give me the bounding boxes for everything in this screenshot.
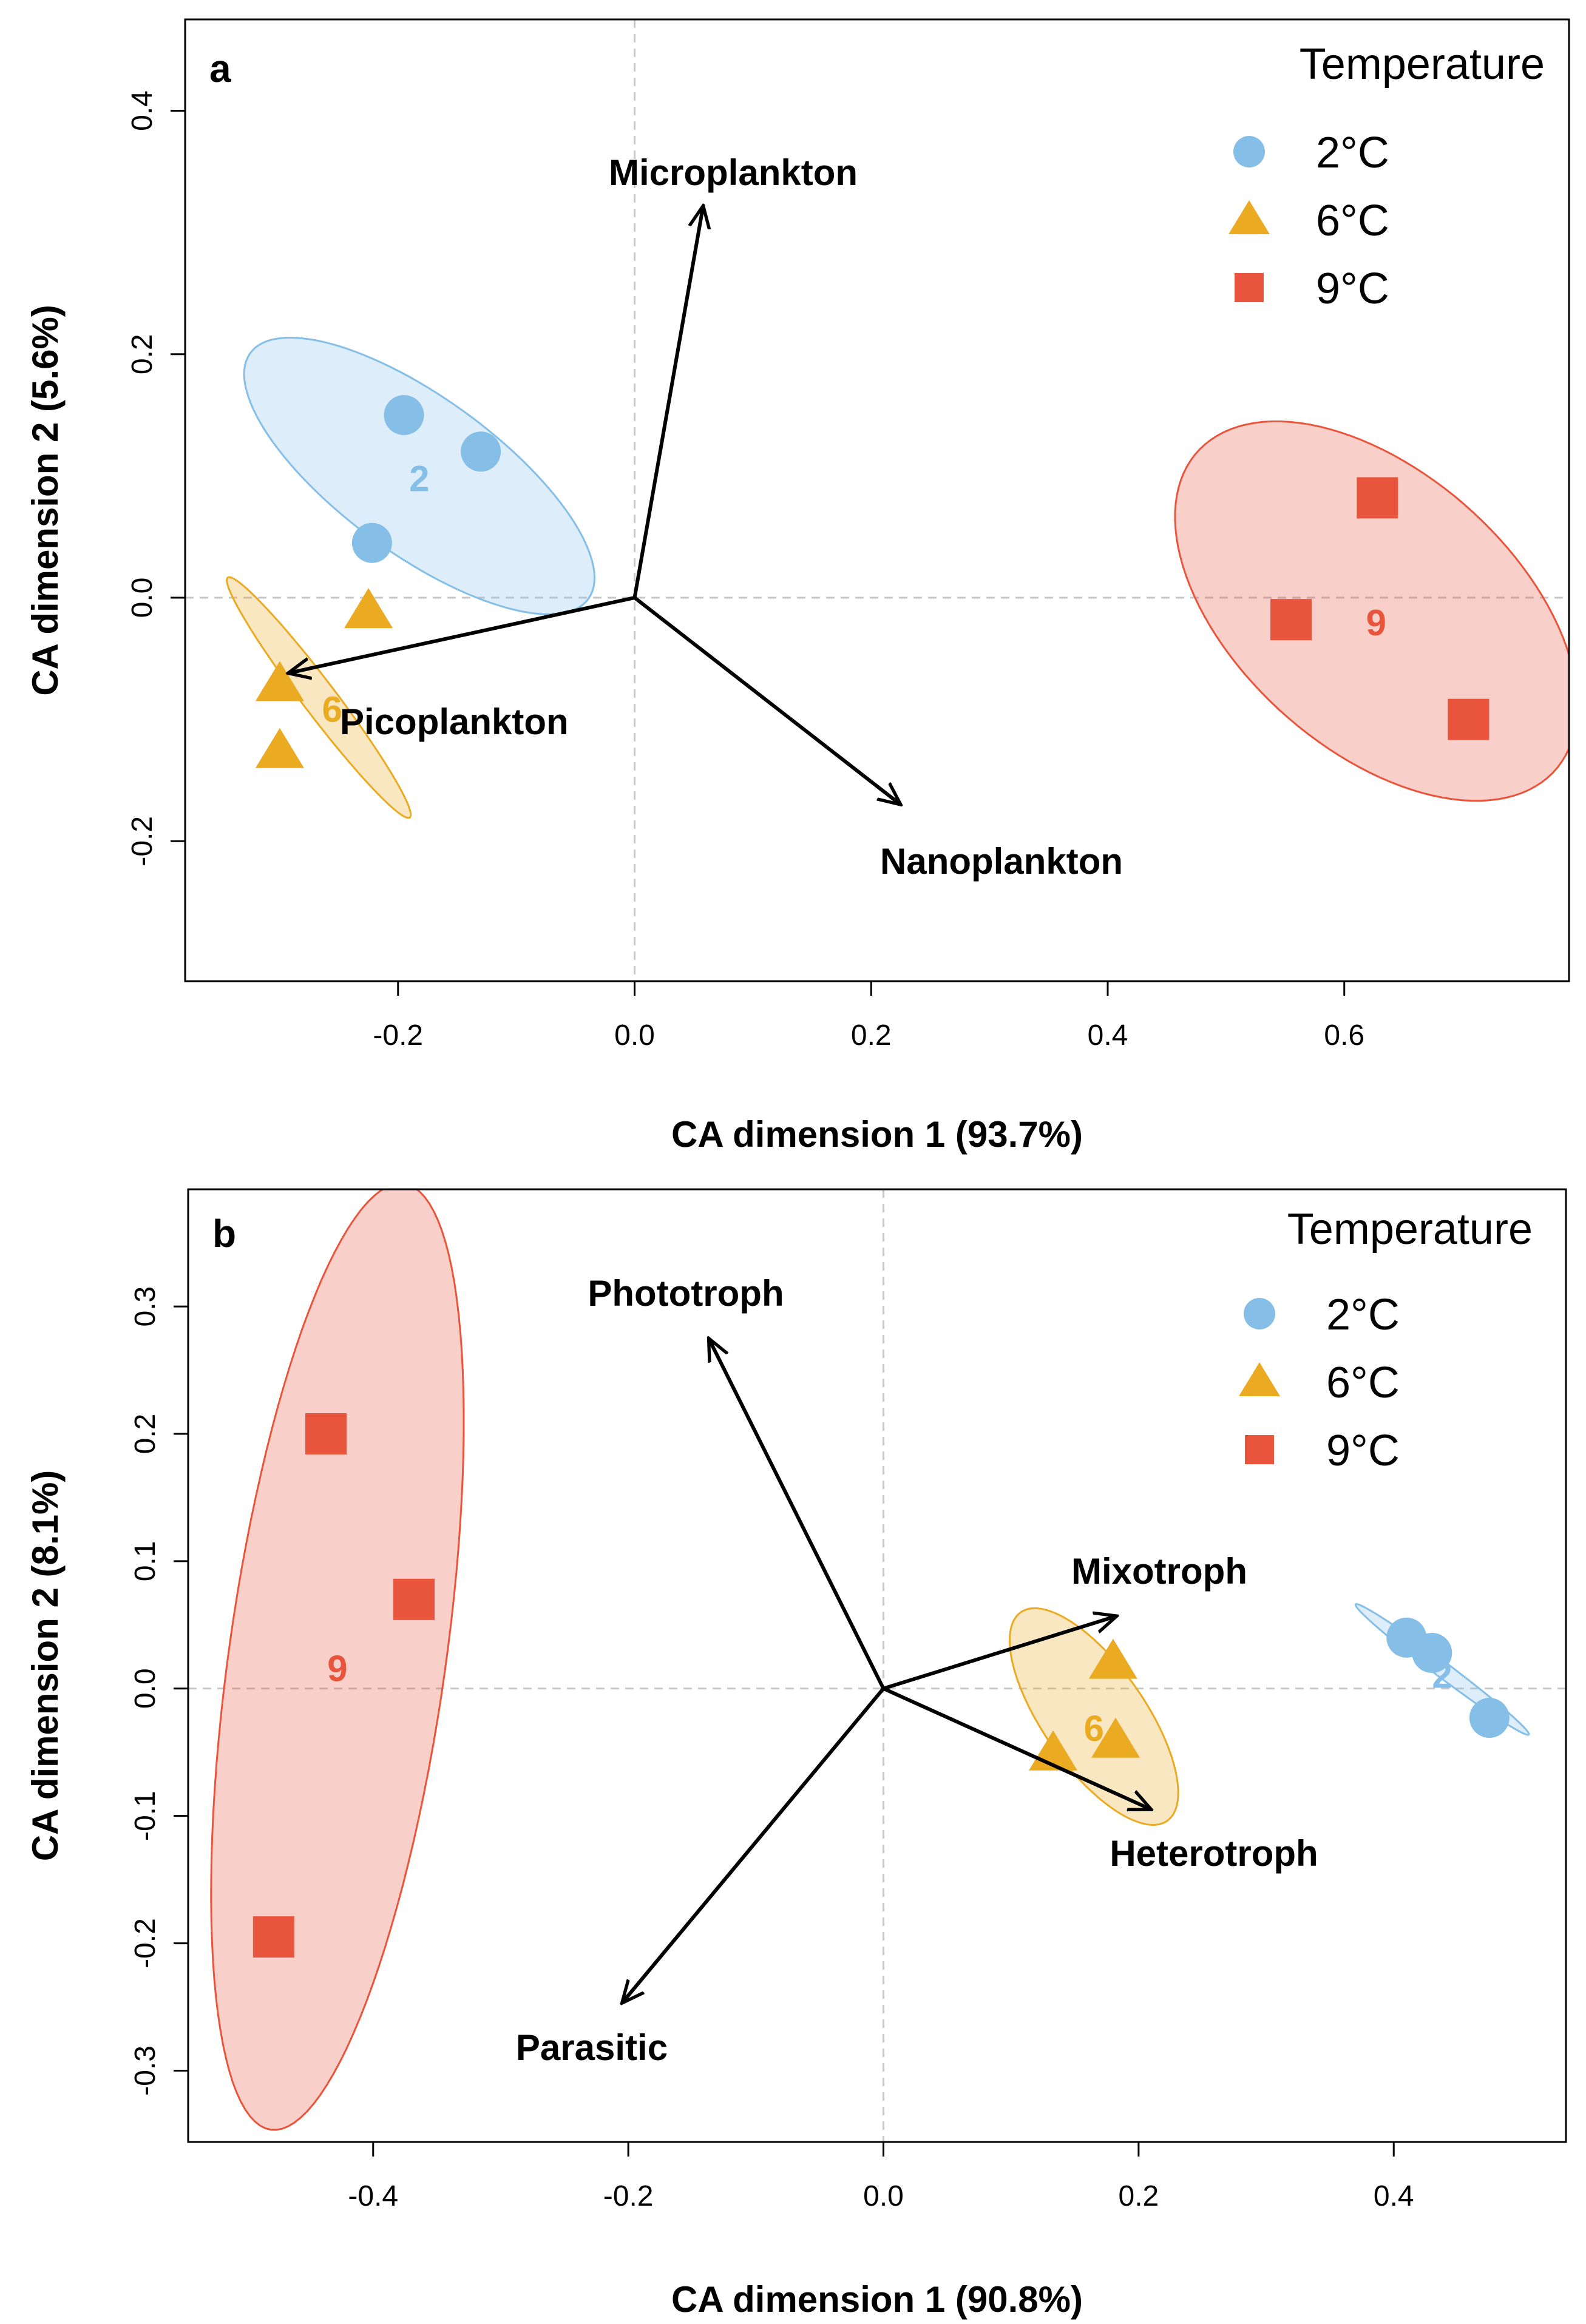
- centroid-label: 2: [409, 458, 429, 499]
- y-tick-label: 0.0: [129, 1668, 161, 1709]
- ellipse-9°C: [210, 1189, 465, 2131]
- centroid-label: 9: [327, 1648, 347, 1689]
- y-tick-label: -0.3: [129, 2045, 161, 2096]
- y-tick-label: -0.1: [129, 1791, 161, 1841]
- arrow-label-picoplankton: Picoplankton: [340, 701, 569, 742]
- point-triangle: [255, 661, 304, 701]
- arrow-nanoplankton: [633, 596, 901, 805]
- point-square: [252, 1916, 294, 1958]
- y-tick-label: 0.2: [126, 334, 158, 374]
- y-tick-label: -0.2: [126, 816, 158, 866]
- point-circle: [1469, 1698, 1510, 1738]
- x-tick-label: 0.0: [614, 1019, 655, 1052]
- legend: Temperature 2°C 6°C 9°C: [1228, 40, 1545, 313]
- centroid-label: 6: [322, 689, 342, 730]
- x-tick-label: -0.2: [603, 2180, 654, 2212]
- arrow-picoplankton: [288, 596, 635, 673]
- arrow-label-parasitic: Parasitic: [516, 2027, 668, 2068]
- point-circle: [1412, 1633, 1452, 1674]
- legend-triangle-icon: [1228, 200, 1270, 234]
- arrow-phototroph: [709, 1339, 886, 1690]
- arrow-heterotroph: [883, 1687, 1151, 1809]
- arrow-label-heterotroph: Heterotroph: [1110, 1833, 1318, 1874]
- point-square: [1270, 599, 1312, 641]
- arrow-label-nanoplankton: Nanoplankton: [880, 841, 1123, 882]
- centroid-label: 2: [1432, 1655, 1452, 1695]
- point-triangle: [1088, 1638, 1137, 1679]
- points: [255, 395, 1489, 768]
- x-tick-label: -0.4: [348, 2180, 398, 2212]
- ellipse-2°C: [243, 336, 596, 615]
- arrow-label-microplankton: Microplankton: [609, 152, 858, 193]
- plot-frame: [187, 1188, 1567, 2143]
- legend-label: 6°C: [1326, 1359, 1400, 1407]
- x-tick-label: 0.2: [1119, 2180, 1159, 2212]
- legend-square-icon: [1245, 1435, 1274, 1464]
- arrow-label-phototroph: Phototroph: [588, 1273, 784, 1314]
- y-tick-label: 0.4: [126, 90, 158, 131]
- x-tick-label: 0.6: [1324, 1019, 1364, 1052]
- legend-label: 2°C: [1326, 1291, 1400, 1339]
- y-tick-label: 0.2: [129, 1414, 161, 1454]
- points: [252, 1413, 1510, 1958]
- ellipse-6°C: [226, 576, 412, 819]
- arrow-label-mixotroph: Mixotroph: [1071, 1551, 1247, 1592]
- legend-title: Temperature: [1300, 40, 1545, 89]
- legend-label: 2°C: [1316, 129, 1389, 177]
- panel-label: b: [212, 1212, 236, 1255]
- legend-square-icon: [1235, 273, 1264, 302]
- arrow-mixotroph: [883, 1616, 1117, 1691]
- x-tick-label: 0.0: [863, 2180, 904, 2212]
- y-axis-title: CA dimension 2 (8.1%): [25, 1470, 66, 1862]
- legend-circle-icon: [1244, 1298, 1275, 1329]
- y-tick-label: -0.2: [129, 1918, 161, 1968]
- legend-label: 6°C: [1316, 197, 1389, 245]
- x-tick-label: 0.2: [851, 1019, 892, 1052]
- panel-a: 2 6 9 Microplankton Picoplankton Nanoplankton…: [25, 18, 1570, 1155]
- panel-label: a: [209, 47, 231, 90]
- ellipses: [226, 336, 1569, 819]
- point-triangle: [255, 728, 304, 768]
- point-square: [305, 1413, 347, 1454]
- legend-label: 9°C: [1316, 265, 1389, 313]
- point-triangle: [344, 588, 393, 629]
- legend: Temperature 2°C 6°C 9°C: [1239, 1205, 1533, 1475]
- arrow-microplankton: [632, 206, 703, 598]
- plot-frame: [184, 18, 1570, 982]
- centroid-label: 6: [1084, 1708, 1104, 1749]
- x-tick-label: 0.4: [1374, 2180, 1414, 2212]
- point-circle: [351, 522, 392, 563]
- point-square: [1357, 477, 1398, 519]
- legend-label: 9°C: [1326, 1427, 1400, 1475]
- ellipse-6°C: [1008, 1607, 1179, 1826]
- point-square: [393, 1578, 435, 1620]
- x-axis-title: CA dimension 1 (90.8%): [671, 2279, 1083, 2320]
- point-circle: [461, 431, 501, 472]
- y-tick-label: 0.0: [126, 578, 158, 618]
- legend-triangle-icon: [1239, 1362, 1280, 1396]
- point-circle: [384, 395, 424, 436]
- centroid-label: 9: [1366, 603, 1386, 643]
- legend-title: Temperature: [1287, 1205, 1533, 1254]
- y-tick-label: 0.1: [129, 1541, 161, 1582]
- x-axis-title: CA dimension 1 (93.7%): [671, 1114, 1083, 1155]
- legend-circle-icon: [1233, 136, 1265, 167]
- panel-b: 2 6 9 Phototroph Mixotroph Heterotroph Parasit…: [25, 1188, 1567, 2320]
- x-tick-label: 0.4: [1088, 1019, 1128, 1052]
- x-tick-label: -0.2: [373, 1019, 423, 1052]
- point-square: [1448, 698, 1489, 740]
- arrow-parasitic: [622, 1687, 885, 2003]
- y-tick-label: 0.3: [129, 1286, 161, 1327]
- point-triangle: [1091, 1717, 1140, 1758]
- y-axis-title: CA dimension 2 (5.6%): [25, 305, 66, 696]
